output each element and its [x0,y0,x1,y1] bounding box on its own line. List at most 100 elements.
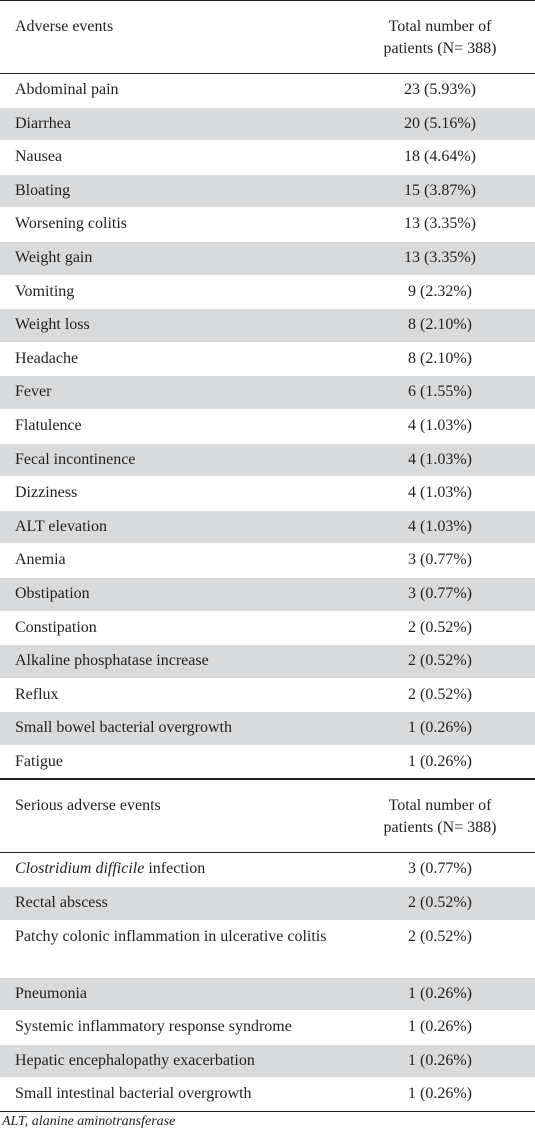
event-name-cell: Fever [15,383,52,401]
patient-count-cell: 4 (1.03%) [408,416,472,434]
patient-count-cell: 6 (1.55%) [408,383,472,401]
total-patients-column-header: Total number of patients (N= 388) [365,1,535,60]
patient-count-cell: 15 (3.87%) [404,181,476,199]
table-row: Systemic inflammatory response syndrome 1… [0,1011,535,1045]
table-row: Nausea 18 (4.64%) [0,141,535,175]
table-row: Small intestinal bacterial overgrowth 1 (… [0,1078,535,1113]
table-row: Worsening colitis 13 (3.35%) [0,208,535,242]
table-row: Headache 8 (2.10%) [0,342,535,377]
header-line-1: Total number of [388,797,492,815]
patient-count-cell: 4 (1.03%) [408,517,472,535]
patient-count-cell: 13 (3.35%) [404,248,476,266]
event-name-cell: Fatigue [15,752,63,770]
serious-adverse-events-header: Serious adverse events Total number of p… [0,779,535,854]
event-name-cell: Small bowel bacterial overgrowth [15,719,232,737]
event-name-cell: Fecal incontinence [15,450,136,468]
table-row: Constipation 2 (0.52%) [0,611,535,646]
table-row: Fecal incontinence 4 (1.03%) [0,443,535,478]
event-name-cell: Abdominal pain [15,81,119,98]
table-row: Pneumonia 1 (0.26%) [0,977,535,1012]
event-name-cell: Diarrhea [15,114,71,132]
table-row: Weight gain 13 (3.35%) [0,241,535,276]
patient-count-cell: 2 (0.52%) [408,927,472,945]
event-name-rest: infection [144,860,206,878]
event-name-cell: Weight loss [15,316,90,334]
event-name-cell: Bloating [15,181,71,199]
table-row: Small bowel bacterial overgrowth 1 (0.26%… [0,712,535,746]
patient-count-cell: 20 (5.16%) [404,114,476,132]
serious-adverse-events-column-header: Serious adverse events [15,797,161,815]
patient-count-cell: 18 (4.64%) [404,148,476,166]
patient-count-cell: 13 (3.35%) [404,215,476,233]
patient-count-cell: 4 (1.03%) [408,484,472,502]
table-row: Rectal abscess 2 (0.52%) [0,887,535,921]
event-name-cell: Hepatic encephalopathy exacerbation [15,1051,255,1069]
event-name-cell: Reflux [15,685,59,703]
table-row: Fever 6 (1.55%) [0,376,535,410]
patient-count-cell: 3 (0.77%) [408,860,472,878]
patient-count-cell: 8 (2.10%) [408,349,472,367]
serious-adverse-events-body: Clostridium difficile infection 3 (0.77%)… [0,853,535,1113]
adverse-events-column-header: Adverse events [15,18,114,35]
table-row: Alkaline phosphatase increase 2 (0.52%) [0,645,535,679]
event-name-cell: Alkaline phosphatase increase [15,652,209,670]
table-row: Anemia 3 (0.77%) [0,544,535,578]
event-name-cell: Dizziness [15,484,78,502]
patient-count-cell: 2 (0.52%) [408,652,472,670]
event-name-cell: Systemic inflammatory response syndrome [15,1018,292,1036]
event-name-cell: Worsening colitis [15,215,128,233]
patient-count-cell: 3 (0.77%) [408,584,472,602]
patient-count-cell: 2 (0.52%) [408,618,472,636]
event-name-cell: Nausea [15,148,63,166]
event-name-cell: Pneumonia [15,984,87,1002]
adverse-events-body: Abdominal pain 23 (5.93%) Diarrhea 20 (5.16… [0,74,535,780]
patient-count-cell: 23 (5.93%) [404,81,476,98]
patient-count-cell: 1 (0.26%) [408,752,472,770]
table-row: Fatigue 1 (0.26%) [0,745,535,780]
event-name-cell: Constipation [15,618,97,636]
patient-count-cell: 8 (2.10%) [408,316,472,334]
patient-count-cell: 2 (0.52%) [408,894,472,912]
table-row: Abdominal pain 23 (5.93%) [0,74,535,108]
event-name-cell: Flatulence [15,416,82,434]
event-name-cell: Vomiting [15,282,75,300]
table-row: Diarrhea 20 (5.16%) [0,107,535,142]
event-name-cell: Small intestinal bacterial overgrowth [15,1085,252,1103]
event-name-cell: Rectal abscess [15,894,108,912]
table-row: Weight loss 8 (2.10%) [0,309,535,343]
patient-count-cell: 9 (2.32%) [408,282,472,300]
patient-count-cell: 3 (0.77%) [408,551,472,569]
patient-count-cell: 1 (0.26%) [408,1018,472,1036]
table-row: Bloating 15 (3.87%) [0,174,535,209]
patient-count-cell: 1 (0.26%) [408,984,472,1002]
adverse-events-header: Adverse events Total number of patients … [0,1,535,74]
event-name-cell: Weight gain [15,248,93,266]
table-row: ALT elevation 4 (1.03%) [0,510,535,545]
table-row: Dizziness 4 (1.03%) [0,477,535,511]
patient-count-cell: 1 (0.26%) [408,1085,472,1103]
event-name-cell: Obstipation [15,584,90,602]
table-row: Obstipation 3 (0.77%) [0,577,535,612]
event-name-italic: Clostridium difficile [15,860,145,878]
patient-count-cell: 4 (1.03%) [408,450,472,468]
patient-count-cell: 1 (0.26%) [408,719,472,737]
event-name-cell: Clostridium difficile infection [0,853,365,881]
header-line-1: Total number of [388,18,492,35]
table-row: Hepatic encephalopathy exacerbation 1 (0.… [0,1044,535,1079]
table-footnote: ALT, alanine aminotransferase [2,1114,176,1129]
header-line-2: patients (N= 388) [383,819,497,837]
table-row: Flatulence 4 (1.03%) [0,409,535,444]
event-name-cell: Anemia [15,551,66,569]
serious-total-patients-column-header: Total number of patients (N= 388) [365,780,535,839]
event-name-cell: Patchy colonic inflammation in ulcerativ… [15,927,327,945]
patient-count-cell: 2 (0.52%) [408,685,472,703]
patient-count-cell: 1 (0.26%) [408,1051,472,1069]
table-row: Clostridium difficile infection 3 (0.77%) [0,853,535,888]
header-line-2: patients (N= 388) [383,40,497,57]
table-row: Patchy colonic inflammation in ulcerativ… [0,920,535,978]
table-row: Vomiting 9 (2.32%) [0,275,535,310]
event-name-cell: ALT elevation [15,517,107,535]
event-name-cell: Headache [15,349,79,367]
table-row: Reflux 2 (0.52%) [0,678,535,713]
